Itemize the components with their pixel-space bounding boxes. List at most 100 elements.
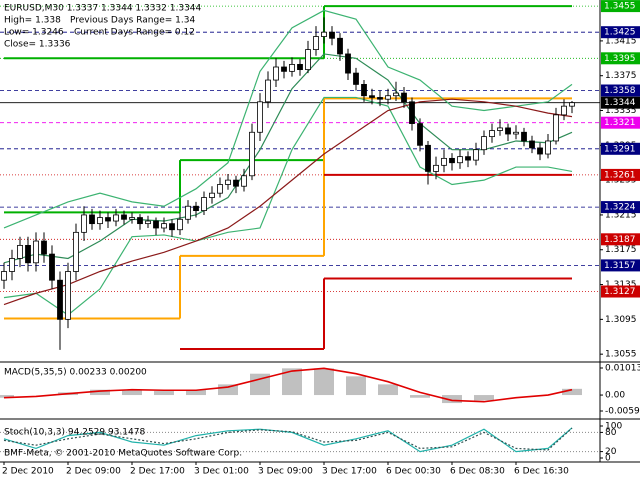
candle-body [169,223,175,231]
candle-body [225,179,231,185]
candle-body [401,92,407,103]
candle-body [153,220,159,229]
quote: EURUSD,M30 1.3337 1.3344 1.3332 1.3344 [4,4,202,14]
macd-bar [562,388,582,396]
candle-body [201,197,207,211]
candle-body [409,101,415,124]
x-tick-label: 3 Dec 17:00 [322,467,377,477]
candle-body [185,205,191,220]
level-label: 1.3291 [604,144,636,154]
candle-body [465,156,471,161]
candle-body [561,105,567,116]
candle-body [537,147,543,155]
candle-body [209,192,215,198]
indicator-line [3,367,573,403]
level-label: 1.3224 [604,203,636,213]
candle-body [273,66,279,81]
indicator-line [3,98,573,306]
candle-body [113,214,119,222]
macd-bar [154,391,174,396]
x-tick-label: 2 Dec 2010 [2,467,54,477]
level-label: 1.3187 [604,235,636,245]
candle-body [281,66,287,72]
candle-body [385,95,391,100]
info: EURUSD,M30 1.3337 1.3344 1.3332 1.3344 H… [4,4,242,459]
candle-body [545,140,551,155]
candle-body [17,244,23,259]
candle-body [217,184,223,194]
candle-body [9,258,15,272]
candle-body [313,36,319,51]
level-label: 1.3261 [604,170,636,180]
candle-body [489,130,495,138]
y-tick-label: 1.3215 [605,210,637,220]
macd-title: MACD(5,35,5) 0.00233 0.00200 [4,368,147,378]
y-tick-label: 80 [605,428,617,438]
level-box [601,0,640,13]
macd-bar [442,395,462,404]
indicator-line [3,427,573,451]
macd-bar [122,389,142,396]
level-box [601,26,640,39]
candle-body [321,31,327,37]
high: High= 1.338 [4,16,61,26]
candle-body [497,127,503,131]
candle-body [129,217,135,220]
candle-body [289,63,295,72]
macd-bar [0,395,14,398]
candle-body [529,140,535,149]
level-box [601,96,640,109]
candle-body [65,271,71,320]
macd-bar [314,368,334,396]
level-box [601,259,640,272]
candle-body [57,279,63,320]
candle-body [233,179,239,187]
macd-bar [410,395,430,398]
cur-range: Current Days Range= 0.12 [74,28,195,38]
candle-body [345,53,351,74]
candle-body [449,157,455,164]
y-tick-label: 1.3415 [605,36,637,46]
prev-range: Previous Days Range= 1.34 [70,16,195,26]
candle-body [361,84,367,97]
candle-body [25,244,31,264]
level-box [601,52,640,65]
indicator-line [3,96,573,316]
y-tick-label: -0.00597 [605,407,640,417]
x-tick-label: 6 Dec 00:30 [386,467,441,477]
macd-bar [474,395,494,401]
level-label: 1.3344 [604,98,636,108]
x-tick-label: 6 Dec 08:30 [450,467,505,477]
y-tick-label: 1.3135 [605,280,637,290]
candle-body [145,220,151,225]
candle-body [49,253,55,281]
candle-body [33,240,39,264]
candle-body [441,157,447,166]
candle-body [73,231,79,272]
candle-body [81,214,87,233]
candle-body [481,136,487,151]
macd-bar [282,368,302,396]
candle-body [329,31,335,39]
candle-body [241,175,247,187]
indicator-line [3,9,573,229]
candle-body [417,123,423,146]
level-box [601,168,640,181]
y-tick-label: 1.3095 [605,315,637,325]
macd-bar [186,389,206,396]
y-tick-label: 100 [605,422,622,432]
candle-body [249,131,255,177]
macd-bar [218,384,238,396]
macd-bar [378,384,398,396]
stoch-title: Stoch(10,3,3) 94.2529 93.1478 [4,428,145,438]
candle-body [177,218,183,231]
y-tick-label: 0 [605,454,611,464]
candle-body [457,156,463,164]
y-tick-label: 1.3055 [605,350,637,360]
copyright: BMF-Meta, © 2001-2010 MetaQuotes Softwar… [4,449,242,459]
candle-body [369,95,375,98]
candle-body [433,164,439,172]
candle-body [553,114,559,142]
x-tick-label: 2 Dec 09:00 [66,467,121,477]
